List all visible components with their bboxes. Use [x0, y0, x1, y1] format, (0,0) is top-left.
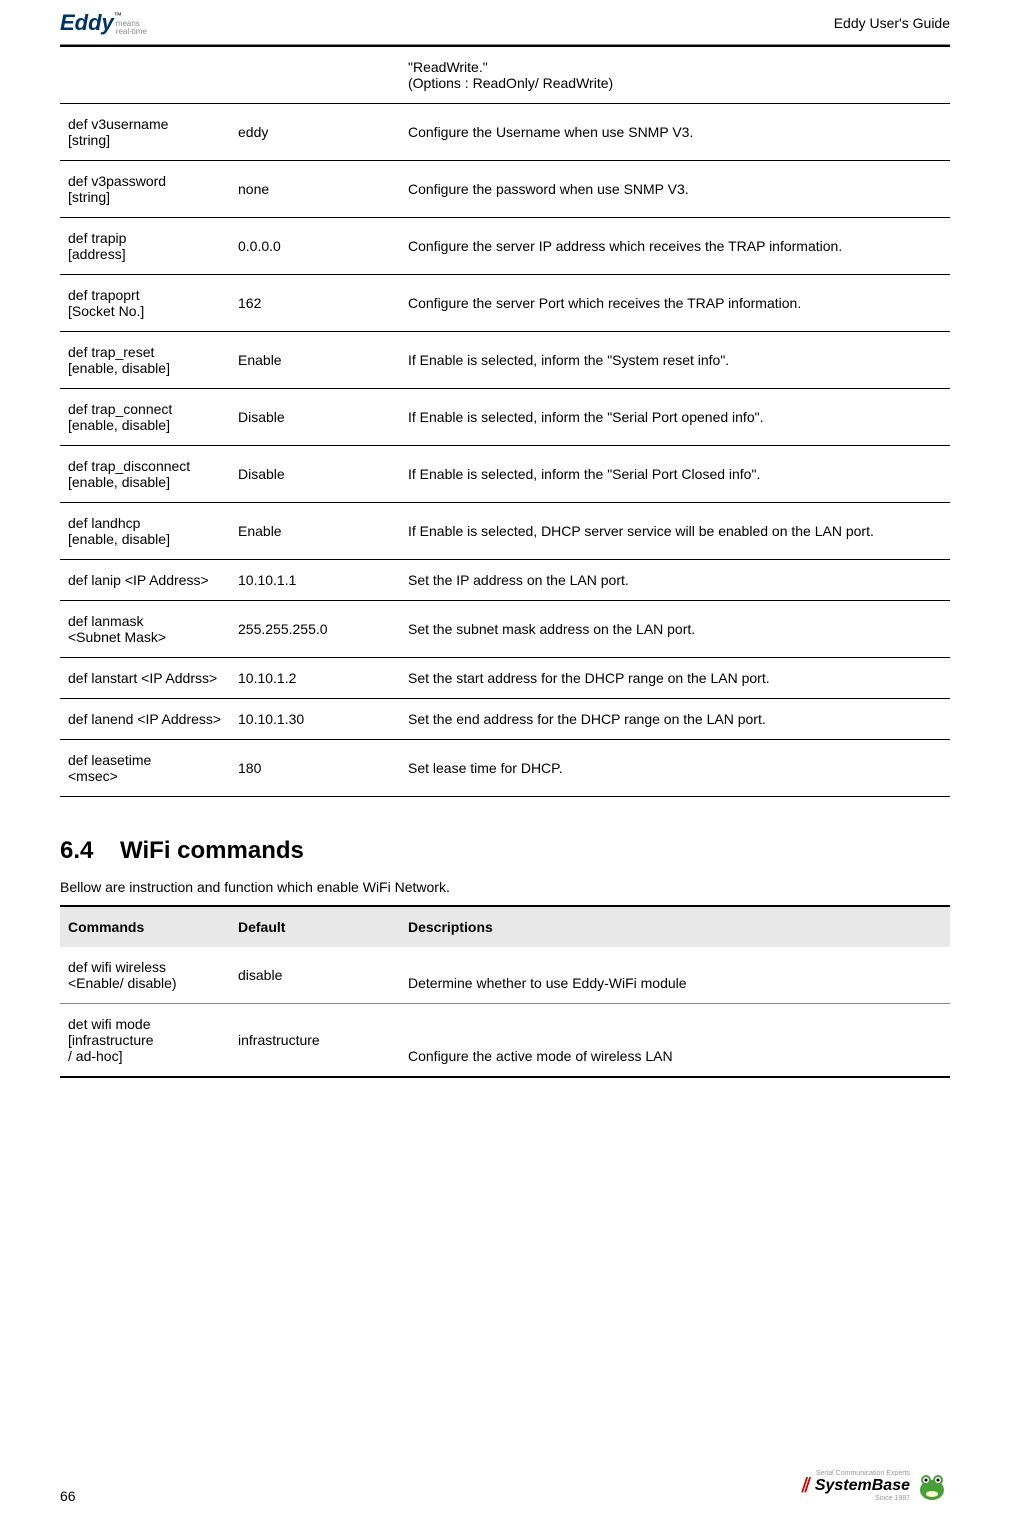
table-cell: 255.255.255.0	[230, 601, 400, 658]
table-cell: "ReadWrite." (Options : ReadOnly/ ReadWr…	[400, 46, 950, 104]
table-row: def trap_reset [enable, disable]EnableIf…	[60, 332, 950, 389]
table-cell: def trapip [address]	[60, 218, 230, 275]
footer-brand: ⫽ Serial Communication Experts SystemBas…	[802, 1468, 950, 1504]
table-cell: def trapoprt [Socket No.]	[60, 275, 230, 332]
frog-icon	[914, 1468, 950, 1504]
table-row: def lanmask <Subnet Mask>255.255.255.0Se…	[60, 601, 950, 658]
table-cell: def landhcp [enable, disable]	[60, 503, 230, 560]
table-cell: 10.10.1.30	[230, 699, 400, 740]
table-cell: def v3password [string]	[60, 161, 230, 218]
table-cell: If Enable is selected, inform the "Syste…	[400, 332, 950, 389]
table-row: def trap_connect [enable, disable]Disabl…	[60, 389, 950, 446]
page-number: 66	[60, 1488, 76, 1504]
commands-table-1: "ReadWrite." (Options : ReadOnly/ ReadWr…	[60, 45, 950, 797]
page-header: Eddy ™ means real-time Eddy User's Guide	[60, 0, 950, 45]
table-row: def lanstart <IP Addrss>10.10.1.2Set the…	[60, 658, 950, 699]
table-cell: def lanend <IP Address>	[60, 699, 230, 740]
table-cell	[230, 46, 400, 104]
table-cell: def v3username [string]	[60, 104, 230, 161]
table-cell: If Enable is selected, inform the "Seria…	[400, 446, 950, 503]
col-commands: Commands	[60, 906, 230, 947]
table-row: "ReadWrite." (Options : ReadOnly/ ReadWr…	[60, 46, 950, 104]
page-footer: 66 ⫽ Serial Communication Experts System…	[60, 1468, 950, 1504]
col-default: Default	[230, 906, 400, 947]
table-cell: If Enable is selected, DHCP server servi…	[400, 503, 950, 560]
table-cell: def lanip <IP Address>	[60, 560, 230, 601]
table-cell: Enable	[230, 503, 400, 560]
commands-table-2: Commands Default Descriptions def wifi w…	[60, 905, 950, 1078]
table-cell: 10.10.1.1	[230, 560, 400, 601]
table-cell: 162	[230, 275, 400, 332]
table-cell: def wifi wireless <Enable/ disable)	[60, 947, 230, 1004]
section-number: 6.4	[60, 837, 93, 864]
table-header-row: Commands Default Descriptions	[60, 906, 950, 947]
table-cell: If Enable is selected, inform the "Seria…	[400, 389, 950, 446]
table-cell: def trap_connect [enable, disable]	[60, 389, 230, 446]
table-cell: 180	[230, 740, 400, 797]
table-cell: eddy	[230, 104, 400, 161]
table-cell: Configure the password when use SNMP V3.	[400, 161, 950, 218]
table-cell: infrastructure	[230, 1004, 400, 1078]
table-cell: Enable	[230, 332, 400, 389]
table-cell: none	[230, 161, 400, 218]
slash-icon: ⫽	[802, 1475, 811, 1498]
table-cell: Disable	[230, 446, 400, 503]
table-row: def trap_disconnect [enable, disable]Dis…	[60, 446, 950, 503]
col-descriptions: Descriptions	[400, 906, 950, 947]
table-cell: Disable	[230, 389, 400, 446]
table-cell: Set the IP address on the LAN port.	[400, 560, 950, 601]
table-cell: Set the subnet mask address on the LAN p…	[400, 601, 950, 658]
table-cell: 10.10.1.2	[230, 658, 400, 699]
section-title: WiFi commands	[120, 837, 304, 864]
table-cell: 0.0.0.0	[230, 218, 400, 275]
table-cell: def lanmask <Subnet Mask>	[60, 601, 230, 658]
table-cell: Set the end address for the DHCP range o…	[400, 699, 950, 740]
table-cell: Set the start address for the DHCP range…	[400, 658, 950, 699]
table-cell: det wifi mode [infrastructure / ad-hoc]	[60, 1004, 230, 1078]
table-row: def lanip <IP Address>10.10.1.1Set the I…	[60, 560, 950, 601]
table-cell: disable	[230, 947, 400, 1004]
table-row: def wifi wireless <Enable/ disable)disab…	[60, 947, 950, 1004]
table-cell: def trap_disconnect [enable, disable]	[60, 446, 230, 503]
table-cell: def trap_reset [enable, disable]	[60, 332, 230, 389]
table-row: def landhcp [enable, disable]EnableIf En…	[60, 503, 950, 560]
table-row: def v3username [string]eddyConfigure the…	[60, 104, 950, 161]
table-cell: Determine whether to use Eddy-WiFi modul…	[400, 947, 950, 1004]
brand-name: Eddy	[60, 10, 114, 36]
table-cell: Configure the active mode of wireless LA…	[400, 1004, 950, 1078]
section-desc: Bellow are instruction and function whic…	[60, 879, 950, 895]
table-row: def v3password [string]noneConfigure the…	[60, 161, 950, 218]
table-cell: Configure the server IP address which re…	[400, 218, 950, 275]
brand-sub: ™ means real-time	[114, 11, 147, 36]
table-row: def lanend <IP Address>10.10.1.30Set the…	[60, 699, 950, 740]
table-cell: Configure the Username when use SNMP V3.	[400, 104, 950, 161]
table-cell: def leasetime <msec>	[60, 740, 230, 797]
footer-brand-name: SystemBase	[815, 1477, 910, 1494]
section-heading: 6.4 WiFi commands	[60, 837, 950, 865]
table-cell: Configure the server Port which receives…	[400, 275, 950, 332]
table-cell: Set lease time for DHCP.	[400, 740, 950, 797]
table-row: def leasetime <msec>180Set lease time fo…	[60, 740, 950, 797]
guide-title: Eddy User's Guide	[834, 15, 950, 31]
table-cell: def lanstart <IP Addrss>	[60, 658, 230, 699]
table-row: def trapoprt [Socket No.]162Configure th…	[60, 275, 950, 332]
table-row: det wifi mode [infrastructure / ad-hoc]i…	[60, 1004, 950, 1078]
brand-logo: Eddy ™ means real-time	[60, 10, 147, 36]
table-row: def trapip [address]0.0.0.0Configure the…	[60, 218, 950, 275]
table-cell	[60, 46, 230, 104]
